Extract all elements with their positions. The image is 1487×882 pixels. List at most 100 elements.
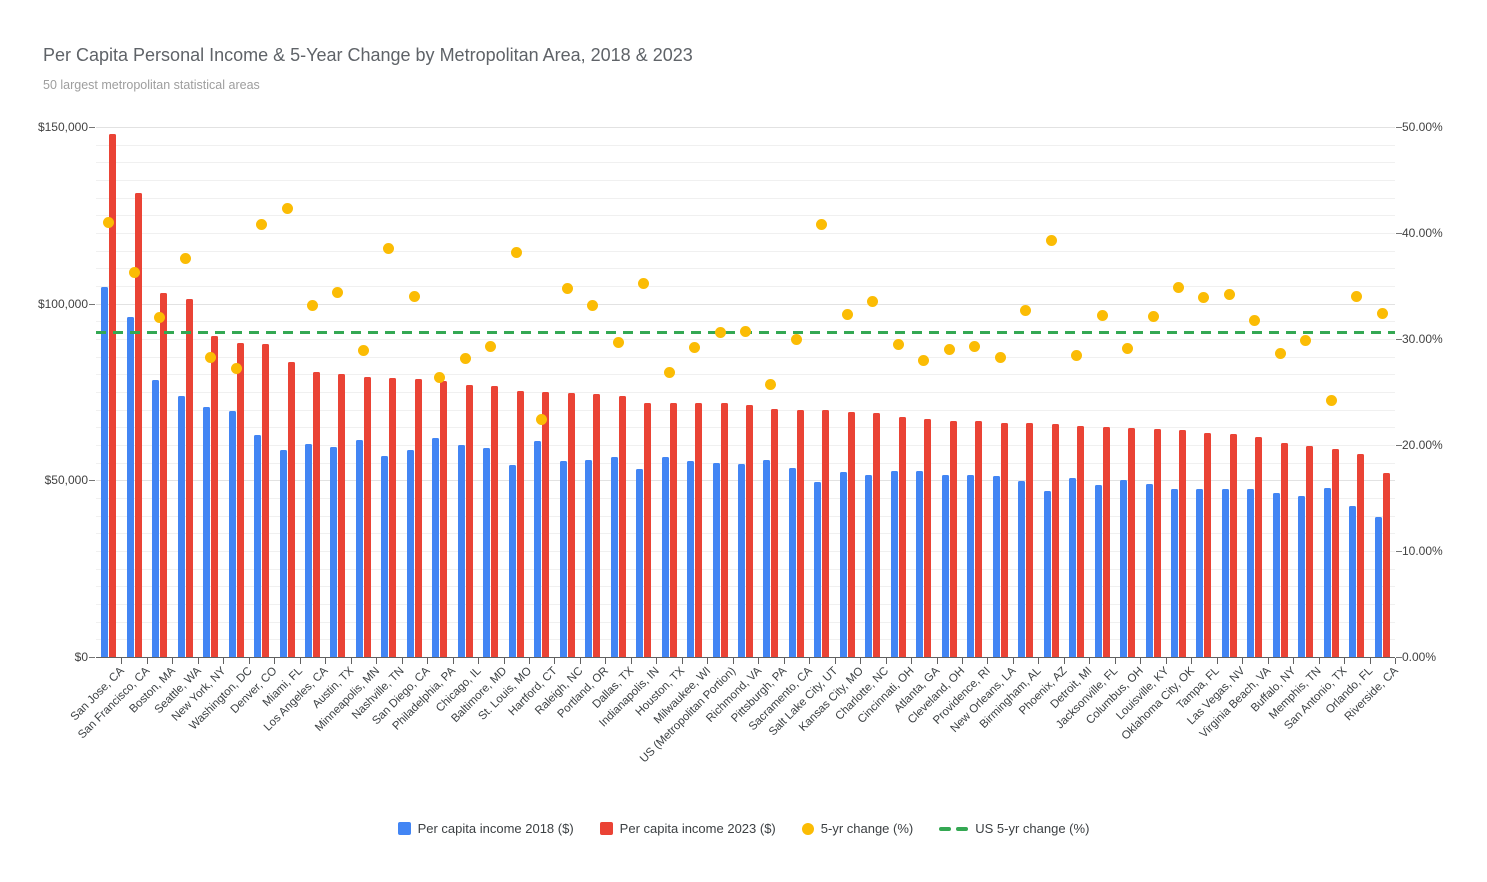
category-tick	[223, 658, 225, 664]
income-2018-bar	[636, 469, 644, 657]
category-tick	[809, 658, 811, 664]
income-2023-bar	[746, 405, 753, 657]
income-2023-bar	[975, 420, 983, 657]
minor-gridline	[96, 621, 1395, 623]
chart-subtitle: 50 largest metropolitan statistical area…	[43, 78, 260, 92]
left-axis-tick	[89, 303, 95, 305]
five-yr-change-dot	[1274, 348, 1286, 360]
category-tick	[248, 658, 250, 664]
income-2018-bar	[228, 410, 236, 657]
income-2023-bar	[1204, 433, 1212, 657]
category-tick	[1114, 658, 1116, 664]
category-tick	[783, 658, 785, 664]
income-2023-bar	[389, 377, 397, 657]
five-yr-change-dot	[689, 341, 701, 353]
income-2018-bar	[126, 316, 134, 657]
right-axis-tick	[1396, 657, 1402, 658]
category-tick	[1318, 658, 1320, 664]
major-gridline	[96, 303, 1395, 305]
category-tick	[146, 658, 148, 664]
category-tick	[427, 658, 429, 664]
minor-gridline	[96, 568, 1395, 570]
five-yr-change-dot	[536, 414, 548, 426]
category-tick	[834, 658, 836, 664]
category-tick	[325, 658, 327, 664]
income-2023-bar	[109, 134, 117, 657]
income-2018-bar	[661, 457, 669, 657]
chart-title: Per Capita Personal Income & 5-Year Chan…	[43, 45, 693, 65]
income-2018-bar	[788, 467, 796, 657]
right-axis-tick	[1396, 233, 1402, 234]
category-tick	[630, 658, 632, 664]
income-2018-bar	[483, 448, 491, 657]
minor-gridline	[96, 144, 1395, 146]
category-tick	[656, 658, 658, 664]
category-tick	[987, 658, 989, 664]
category-tick	[681, 658, 683, 664]
income-2023-bar	[695, 403, 703, 657]
minor-gridline	[96, 515, 1395, 517]
category-tick	[732, 658, 734, 664]
income-2018-bar	[177, 395, 185, 657]
income-2018-bar	[1374, 517, 1382, 657]
left-axis-label: $50,000	[44, 473, 88, 488]
legend-label: Per capita income 2018 ($)	[417, 821, 574, 836]
minor-gridline	[96, 639, 1395, 641]
legend-label: US 5-yr change (%)	[975, 821, 1090, 836]
five-yr-change-dot	[230, 363, 242, 375]
category-tick	[860, 658, 862, 664]
income-2018-bar	[814, 482, 822, 657]
five-yr-change-dot	[1249, 315, 1261, 327]
five-yr-change-dot	[1045, 234, 1057, 246]
income-2018-bar	[585, 459, 593, 657]
minor-gridline	[96, 339, 1395, 340]
category-tick	[1089, 658, 1091, 664]
five-yr-change-dot	[1300, 334, 1312, 346]
five-yr-change-dot	[205, 351, 217, 363]
income-2023-bar	[236, 342, 244, 657]
minor-gridline	[96, 356, 1395, 358]
income-2023-bar	[134, 193, 142, 657]
income-2018-bar	[865, 475, 873, 657]
five-yr-change-dot	[408, 291, 420, 303]
income-2018-bar	[432, 438, 440, 657]
five-yr-change-dot	[587, 299, 599, 311]
income-2018-bar	[330, 447, 338, 657]
income-2023-bar	[1102, 427, 1110, 657]
minor-gridline	[96, 286, 1395, 287]
income-2023-bar	[720, 403, 728, 657]
income-2018-bar	[1221, 489, 1229, 657]
five-yr-change-dot	[943, 344, 955, 356]
left-axis-tick	[89, 127, 95, 128]
minor-gridline	[96, 268, 1395, 270]
minor-gridline	[96, 586, 1395, 588]
five-yr-change-dot	[281, 203, 293, 215]
right-axis-label: 20.00%	[1402, 438, 1443, 452]
five-yr-change-dot	[740, 326, 751, 338]
five-yr-change-dot	[638, 278, 650, 290]
category-tick	[529, 658, 530, 664]
income-2018-bar	[1196, 489, 1204, 657]
income-2023-bar	[1229, 433, 1237, 657]
five-yr-change-dot	[103, 216, 115, 228]
income-2018-bar	[738, 464, 745, 657]
major-gridline	[96, 127, 1395, 128]
income-2023-bar	[1077, 425, 1085, 657]
right-axis-tick	[1396, 445, 1402, 446]
right-axis-label: 30.00%	[1402, 332, 1443, 346]
income-2018-bar	[1272, 493, 1280, 657]
minor-gridline	[96, 604, 1395, 605]
income-2018-bar	[1323, 488, 1331, 657]
major-gridline	[96, 480, 1395, 482]
income-2018-bar	[1171, 489, 1178, 657]
five-yr-change-dot	[1147, 311, 1159, 323]
income-2018-bar	[992, 476, 1000, 657]
five-yr-change-dot	[1325, 394, 1337, 406]
category-tick	[962, 658, 963, 664]
minor-gridline	[96, 321, 1395, 323]
five-yr-change-dot	[179, 252, 191, 264]
income-2023-bar	[363, 377, 371, 657]
five-yr-change-dot	[307, 299, 318, 311]
five-yr-change-dot	[1376, 308, 1388, 320]
five-yr-change-dot	[1122, 343, 1134, 355]
